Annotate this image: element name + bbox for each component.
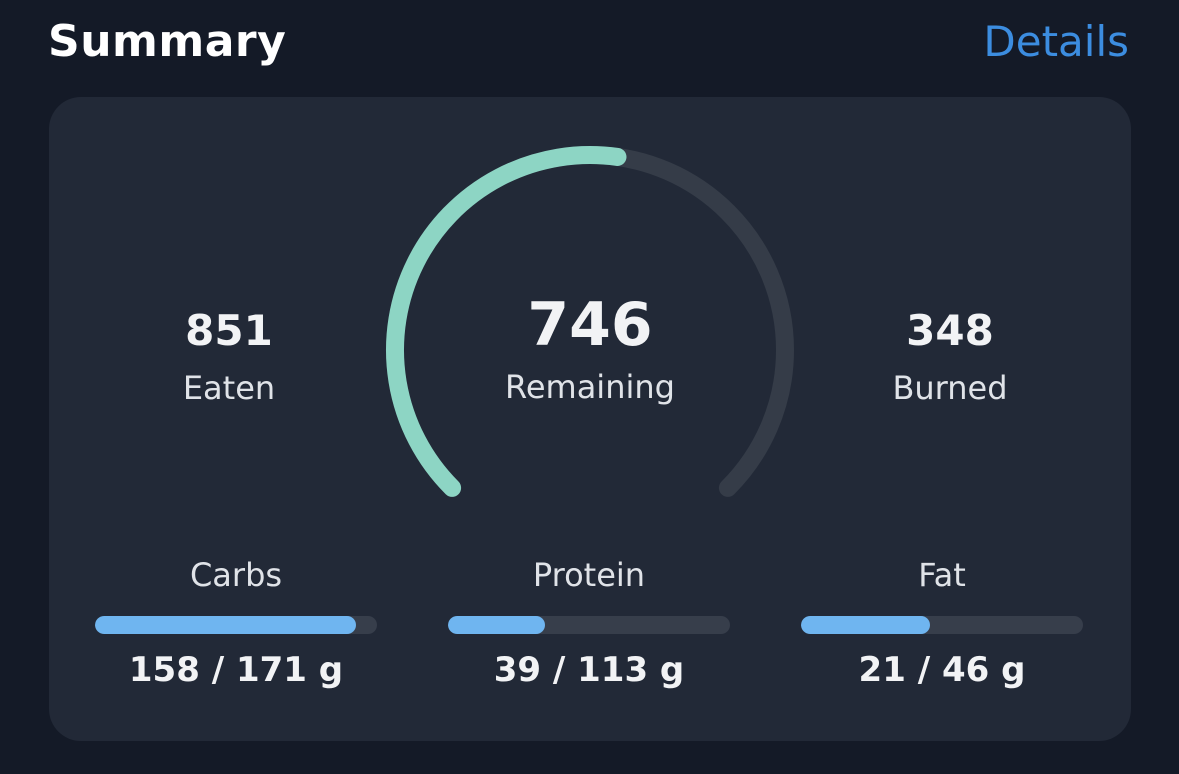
macro-progress-fill xyxy=(448,616,546,634)
macro-value: 21 / 46 g xyxy=(858,650,1026,690)
burned-stat: 348 Burned xyxy=(800,306,1100,407)
macro-progress-fill xyxy=(801,616,930,634)
macro-value: 158 / 171 g xyxy=(128,650,344,690)
macro-label: Carbs xyxy=(189,556,283,594)
macro-protein: Protein 39 / 113 g xyxy=(448,556,730,690)
eaten-stat: 851 Eaten xyxy=(79,306,379,407)
macro-label: Protein xyxy=(532,556,646,594)
macro-progress-track xyxy=(448,616,730,634)
eaten-value: 851 xyxy=(185,306,273,355)
macro-value: 39 / 113 g xyxy=(493,650,685,690)
remaining-label: Remaining xyxy=(505,368,675,406)
macro-label: Fat xyxy=(918,556,966,594)
remaining-value: 746 xyxy=(527,290,653,360)
macro-carbs: Carbs 158 / 171 g xyxy=(95,556,377,690)
remaining-progress-ring xyxy=(386,146,794,497)
macro-progress-fill xyxy=(95,616,356,634)
page-title: Summary xyxy=(48,16,287,67)
details-link[interactable]: Details xyxy=(983,17,1129,66)
macro-progress-track xyxy=(95,616,377,634)
macro-fat: Fat 21 / 46 g xyxy=(801,556,1083,690)
ring-progress-arc xyxy=(386,146,627,497)
burned-value: 348 xyxy=(906,306,994,355)
macro-progress-track xyxy=(801,616,1083,634)
burned-label: Burned xyxy=(892,369,1008,407)
remaining-stat: 746 Remaining xyxy=(440,290,740,406)
eaten-label: Eaten xyxy=(182,369,276,407)
